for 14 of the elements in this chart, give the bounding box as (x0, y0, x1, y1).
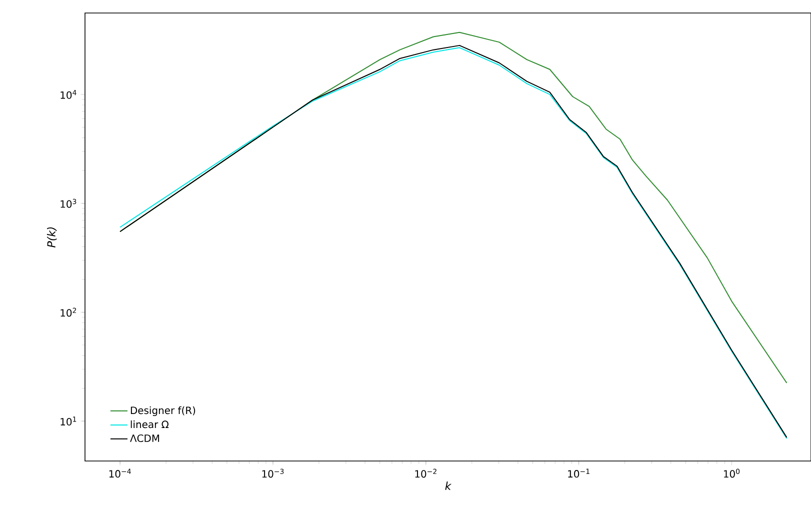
x-tick-label: 10$^{−4}$ (109, 468, 131, 478)
legend-label: linear Ω (130, 420, 169, 428)
x-tick-label: 10$^{−1}$ (568, 468, 590, 478)
x-tick-label: 10$^{0}$ (724, 468, 740, 478)
y-tick-label: 10$^{2}$ (60, 308, 76, 317)
x-tick-label: 10$^{−3}$ (262, 468, 284, 478)
legend-label: Designer f(R) (130, 406, 196, 416)
x-tick-label: 10$^{−2}$ (415, 468, 436, 478)
y-tick-label: 10$^{1}$ (60, 416, 76, 426)
y-axis-title: P(k) (46, 227, 57, 248)
y-tick-label: 10$^{3}$ (60, 198, 76, 208)
x-axis-title: k (445, 482, 452, 490)
y-tick-label: 10$^{4}$ (60, 90, 76, 99)
legend-label: ΛCDM (130, 434, 160, 442)
